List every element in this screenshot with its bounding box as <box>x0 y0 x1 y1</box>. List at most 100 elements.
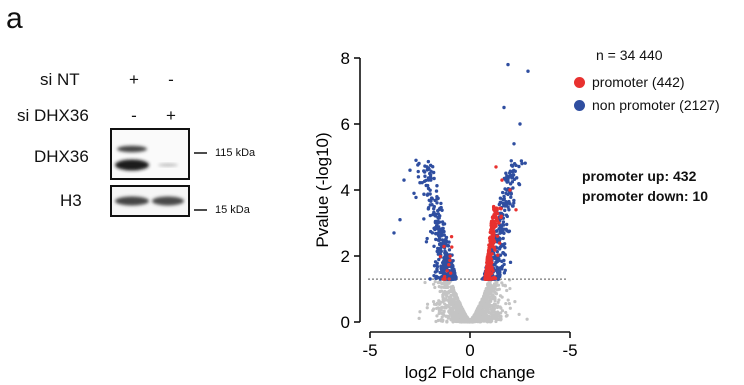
non-promoter-point <box>513 169 517 173</box>
promoter-point <box>488 235 493 239</box>
non-promoter-point <box>441 265 445 270</box>
non-promoter-point <box>439 205 443 210</box>
non-promoter-point <box>508 260 513 265</box>
ns-point <box>438 289 442 294</box>
ns-point <box>499 306 503 310</box>
ns-point <box>476 307 481 312</box>
non-promoter-point <box>498 237 502 241</box>
protein-label-h3: H3 <box>60 191 82 210</box>
ns-point <box>448 289 452 293</box>
ns-point <box>482 306 486 310</box>
x-axis-label: log2 Fold change <box>405 363 535 382</box>
ns-point <box>492 295 496 299</box>
promoter-point <box>486 260 490 264</box>
ns-point <box>499 314 503 319</box>
ns-point <box>423 280 427 285</box>
non-promoter-point <box>414 195 418 200</box>
ns-point <box>477 316 482 320</box>
non-promoter-point <box>497 202 502 207</box>
non-promoter-point <box>416 175 421 179</box>
ns-point <box>437 311 441 316</box>
non-promoter-point <box>512 201 516 205</box>
non-promoter-point <box>408 168 412 172</box>
ns-point <box>496 283 501 287</box>
ns-point <box>482 315 486 319</box>
ns-point <box>493 302 497 306</box>
promoter-point <box>499 215 503 220</box>
non-promoter-point <box>508 169 513 173</box>
y-tick-label: 2 <box>341 247 350 266</box>
non-promoter-point <box>502 231 506 235</box>
non-promoter-point <box>436 215 440 220</box>
non-promoter-point <box>501 227 506 231</box>
ns-point <box>433 285 437 290</box>
non-promoter-point <box>505 174 509 178</box>
promoter-point <box>488 239 492 243</box>
non-promoter-point <box>508 182 513 186</box>
non-promoter-point <box>438 242 442 246</box>
promoter-point <box>491 228 495 232</box>
non-promoter-point <box>506 62 510 67</box>
ns-point <box>439 318 443 322</box>
ns-point <box>417 316 421 321</box>
marker-15-kda: 15 kDa <box>215 204 250 216</box>
non-promoter-point <box>504 227 508 231</box>
promoter-point <box>442 244 446 249</box>
blot-images <box>110 128 190 217</box>
non-promoter-point <box>430 231 435 235</box>
ns-point <box>418 310 422 314</box>
ns-point <box>436 281 440 285</box>
ns-point <box>486 314 490 318</box>
ns-point <box>460 307 465 312</box>
non-promoter-point <box>509 173 514 178</box>
non-promoter-point <box>429 199 433 203</box>
ns-point <box>442 309 446 313</box>
volcano-plot: 0 2 4 6 8 -5 0 -5 log2 Fold change Pvalue (-log… <box>313 49 578 382</box>
blot-h3 <box>110 185 190 217</box>
x-tick-label: -5 <box>362 341 377 360</box>
non-promoter-point <box>442 233 446 237</box>
promoter-point <box>448 271 453 275</box>
non-promoter-point <box>511 186 515 190</box>
non-promoter-points <box>392 62 530 281</box>
ns-point <box>505 288 509 293</box>
blot-dhx36 <box>110 128 190 180</box>
non-promoter-point <box>428 213 433 218</box>
ns-point <box>483 292 487 296</box>
ns-point <box>451 320 455 324</box>
non-promoter-point <box>503 208 507 213</box>
legend-item-non-promoter: non promoter (2127) <box>574 97 720 115</box>
ns-point <box>489 299 493 303</box>
non-promoter-point <box>507 199 511 204</box>
non-promoter-point <box>452 277 456 281</box>
non-promoter-point <box>433 198 437 203</box>
non-promoter-point <box>422 192 426 196</box>
axes: 0 2 4 6 8 -5 0 -5 <box>341 49 578 360</box>
promoter-point <box>449 234 454 239</box>
non-promoter-point <box>425 165 429 169</box>
ns-point <box>455 314 459 318</box>
ns-point <box>488 282 493 287</box>
ns-point <box>504 301 508 306</box>
promoter-point <box>494 165 498 169</box>
ns-point <box>501 283 505 287</box>
non-promoter-point <box>438 270 442 275</box>
non-promoter-point <box>436 231 440 235</box>
ns-point <box>485 290 489 294</box>
ns-point <box>445 319 449 323</box>
non-promoter-point <box>433 270 438 274</box>
ns-point <box>479 310 484 314</box>
ns-point <box>495 315 499 319</box>
non-promoter-point <box>505 188 509 192</box>
promoter-point <box>450 245 454 249</box>
promoter-point <box>486 277 490 281</box>
non-promoter-point <box>495 269 499 273</box>
non-promoter-point <box>428 277 432 281</box>
panel-letter: a <box>6 2 23 35</box>
non-promoter-point <box>426 186 431 191</box>
promoter-point <box>490 252 494 256</box>
non-promoter-point <box>426 177 431 182</box>
non-promoter-point <box>509 159 513 163</box>
ns-point <box>447 305 451 309</box>
non-promoter-point <box>428 163 433 167</box>
